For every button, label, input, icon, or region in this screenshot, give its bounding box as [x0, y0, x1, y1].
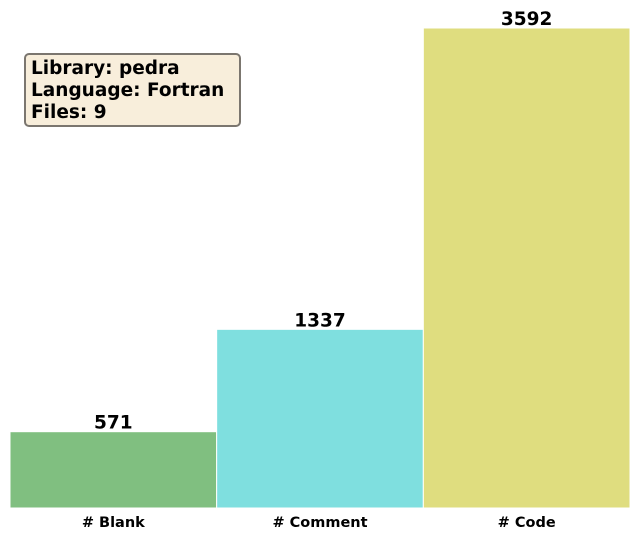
bar-blank — [9, 431, 218, 509]
bar-value-label-code: 3592 — [501, 9, 553, 30]
bar-value-labels: 571 1337 3592 — [94, 9, 552, 434]
x-tick-label-comment: # Comment — [272, 515, 367, 531]
x-tick-label-blank: # Blank — [82, 515, 145, 531]
x-axis-tick-labels: # Blank # Comment # Code — [82, 515, 556, 531]
info-box: Library: pedra Language: Fortran Files: … — [24, 53, 241, 127]
x-tick-label-code: # Code — [498, 515, 556, 531]
bar-value-label-comment: 1337 — [294, 310, 346, 331]
bars-group — [9, 27, 631, 509]
bar-value-label-blank: 571 — [94, 413, 133, 434]
bar-comment — [216, 328, 424, 509]
files-label: Files: 9 — [31, 102, 107, 123]
bar-code — [422, 27, 631, 509]
library-label: Library: pedra — [31, 58, 180, 79]
language-label: Language: Fortran — [31, 80, 225, 101]
